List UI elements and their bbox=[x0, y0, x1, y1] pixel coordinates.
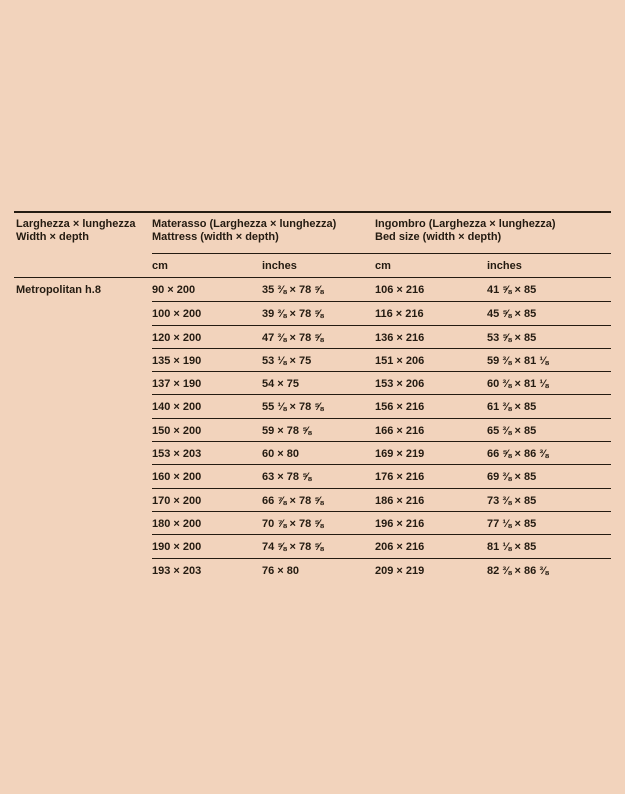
mattress-inches-cell: 59 × 78 ⅝ bbox=[262, 417, 375, 441]
mattress-inches-cell: 55 ⅛ × 78 ⅝ bbox=[262, 394, 375, 417]
column-header-dimensions: Larghezza × lunghezza Width × depth bbox=[14, 218, 152, 253]
row-label-cell bbox=[14, 488, 152, 511]
mattress-cm-cell: 135 × 190 bbox=[152, 347, 262, 371]
bed-inches-cell: 53 ⅝ × 85 bbox=[487, 324, 611, 348]
unit-header-bed-cm: cm bbox=[375, 253, 487, 277]
column-header-mattress: Materasso (Larghezza × lunghezza) Mattre… bbox=[152, 218, 375, 253]
mattress-inches-cell: 63 × 78 ⅝ bbox=[262, 464, 375, 487]
mattress-inches-cell: 60 × 80 bbox=[262, 441, 375, 464]
unit-header-mattress-cm: cm bbox=[152, 253, 262, 277]
bed-inches-cell: 59 ⅜ × 81 ⅛ bbox=[487, 347, 611, 371]
table-row: 150 × 200 59 × 78 ⅝ 166 × 216 65 ⅜ × 85 bbox=[14, 417, 611, 441]
header-line-it: Materasso (Larghezza × lunghezza) bbox=[152, 218, 337, 230]
row-label-cell bbox=[14, 511, 152, 534]
row-label-cell bbox=[14, 558, 152, 581]
bed-inches-cell: 60 ⅜ × 81 ⅛ bbox=[487, 371, 611, 394]
mattress-cm-cell: 180 × 200 bbox=[152, 510, 262, 534]
header-line-it: Larghezza × lunghezza bbox=[16, 218, 136, 230]
mattress-cm-cell: 160 × 200 bbox=[152, 464, 262, 487]
table-row: 180 × 200 70 ⅞ × 78 ⅝ 196 × 216 77 ⅛ × 85 bbox=[14, 510, 611, 534]
row-label-cell bbox=[14, 325, 152, 348]
bed-inches-cell: 69 ⅜ × 85 bbox=[487, 464, 611, 487]
mattress-inches-cell: 66 ⅞ × 78 ⅝ bbox=[262, 487, 375, 511]
table-row: 153 × 203 60 × 80 169 × 219 66 ⅝ × 86 ⅜ bbox=[14, 441, 611, 464]
bed-inches-cell: 61 ⅜ × 85 bbox=[487, 394, 611, 417]
bed-inches-cell: 82 ⅜ × 86 ⅜ bbox=[487, 557, 611, 581]
table-row: 190 × 200 74 ⅝ × 78 ⅝ 206 × 216 81 ⅛ × 85 bbox=[14, 534, 611, 557]
row-label-cell bbox=[14, 301, 152, 324]
row-label-cell: Metropolitan h.8 bbox=[16, 284, 101, 296]
mattress-cm-cell: 100 × 200 bbox=[152, 301, 262, 324]
row-label-cell bbox=[14, 441, 152, 464]
bed-inches-cell: 41 ⅝ × 85 bbox=[487, 284, 537, 296]
mattress-inches-cell: 53 ⅛ × 75 bbox=[262, 347, 375, 371]
mattress-inches-cell: 74 ⅝ × 78 ⅝ bbox=[262, 534, 375, 557]
mattress-inches-cell: 47 ⅜ × 78 ⅝ bbox=[262, 324, 375, 348]
row-label-cell bbox=[14, 464, 152, 487]
unit-spacer-cell bbox=[14, 253, 152, 277]
mattress-cm-cell: 120 × 200 bbox=[152, 324, 262, 348]
table-row: 160 × 200 63 × 78 ⅝ 176 × 216 69 ⅜ × 85 bbox=[14, 464, 611, 487]
bed-cm-cell: 169 × 219 bbox=[375, 441, 487, 464]
table-row: 120 × 200 47 ⅜ × 78 ⅝ 136 × 216 53 ⅝ × 85 bbox=[14, 324, 611, 348]
mattress-cm-cell: 153 × 203 bbox=[152, 441, 262, 464]
bed-cm-cell: 156 × 216 bbox=[375, 394, 487, 417]
unit-header-mattress-inches: inches bbox=[262, 253, 375, 277]
bed-cm-cell: 209 × 219 bbox=[375, 557, 487, 581]
mattress-inches-cell: 39 ⅜ × 78 ⅝ bbox=[262, 301, 375, 324]
bed-cm-cell: 196 × 216 bbox=[375, 510, 487, 534]
table-body: Metropolitan h.8 90 × 200 35 ⅜ × 78 ⅝ 106 ×… bbox=[14, 278, 611, 581]
bed-cm-cell: 166 × 216 bbox=[375, 417, 487, 441]
mattress-cm-cell: 90 × 200 bbox=[152, 284, 196, 296]
header-line-en: Bed size (width × depth) bbox=[375, 231, 502, 243]
header-line-en: Width × depth bbox=[16, 231, 89, 243]
bed-cm-cell: 136 × 216 bbox=[375, 324, 487, 348]
row-label-cell bbox=[14, 534, 152, 557]
column-header-bedsize: Ingombro (Larghezza × lunghezza) Bed siz… bbox=[375, 218, 611, 253]
bed-cm-cell: 153 × 206 bbox=[375, 371, 487, 394]
header-line-it: Ingombro (Larghezza × lunghezza) bbox=[375, 218, 556, 230]
mattress-cm-cell: 193 × 203 bbox=[152, 557, 262, 581]
mattress-inches-cell: 70 ⅞ × 78 ⅝ bbox=[262, 510, 375, 534]
mattress-inches-cell: 76 × 80 bbox=[262, 557, 375, 581]
table-header-bottom-rule bbox=[14, 277, 611, 278]
bed-inches-cell: 73 ⅜ × 85 bbox=[487, 487, 611, 511]
bed-cm-cell: 186 × 216 bbox=[375, 487, 487, 511]
bed-inches-cell: 81 ⅛ × 85 bbox=[487, 534, 611, 557]
mattress-cm-cell: 190 × 200 bbox=[152, 534, 262, 557]
size-table: Larghezza × lunghezza Width × depth Mate… bbox=[14, 211, 611, 581]
bed-cm-cell: 206 × 216 bbox=[375, 534, 487, 557]
bed-inches-cell: 77 ⅛ × 85 bbox=[487, 510, 611, 534]
bed-cm-cell: 116 × 216 bbox=[375, 301, 487, 324]
table-row: Metropolitan h.8 90 × 200 35 ⅜ × 78 ⅝ 106 ×… bbox=[14, 278, 611, 301]
mattress-inches-cell: 35 ⅜ × 78 ⅝ bbox=[262, 284, 324, 296]
table-row: 137 × 190 54 × 75 153 × 206 60 ⅜ × 81 ⅛ bbox=[14, 371, 611, 394]
mattress-cm-cell: 140 × 200 bbox=[152, 394, 262, 417]
bed-cm-cell: 176 × 216 bbox=[375, 464, 487, 487]
row-label-cell bbox=[14, 348, 152, 371]
row-label-cell bbox=[14, 371, 152, 394]
bed-cm-cell: 151 × 206 bbox=[375, 347, 487, 371]
table-row: 193 × 203 76 × 80 209 × 219 82 ⅜ × 86 ⅜ bbox=[14, 557, 611, 581]
mattress-cm-cell: 137 × 190 bbox=[152, 371, 262, 394]
bed-inches-cell: 45 ⅝ × 85 bbox=[487, 301, 611, 324]
unit-header-bed-inches: inches bbox=[487, 253, 611, 277]
row-label-cell bbox=[14, 394, 152, 417]
table-row: 140 × 200 55 ⅛ × 78 ⅝ 156 × 216 61 ⅜ × 85 bbox=[14, 394, 611, 417]
bed-inches-cell: 66 ⅝ × 86 ⅜ bbox=[487, 441, 611, 464]
bed-cm-cell: 106 × 216 bbox=[375, 284, 425, 296]
mattress-cm-cell: 170 × 200 bbox=[152, 487, 262, 511]
table-header-row: Larghezza × lunghezza Width × depth Mate… bbox=[14, 213, 611, 253]
table-unit-row: cm inches cm inches bbox=[14, 253, 611, 277]
mattress-cm-cell: 150 × 200 bbox=[152, 417, 262, 441]
table-row: 135 × 190 53 ⅛ × 75 151 × 206 59 ⅜ × 81 ⅛ bbox=[14, 347, 611, 371]
row-label-cell bbox=[14, 418, 152, 441]
mattress-inches-cell: 54 × 75 bbox=[262, 371, 375, 394]
table-row: 100 × 200 39 ⅜ × 78 ⅝ 116 × 216 45 ⅝ × 85 bbox=[14, 301, 611, 324]
table-top-rule bbox=[14, 211, 611, 213]
table-row: 170 × 200 66 ⅞ × 78 ⅝ 186 × 216 73 ⅜ × 85 bbox=[14, 487, 611, 511]
bed-inches-cell: 65 ⅜ × 85 bbox=[487, 417, 611, 441]
header-line-en: Mattress (width × depth) bbox=[152, 231, 279, 243]
